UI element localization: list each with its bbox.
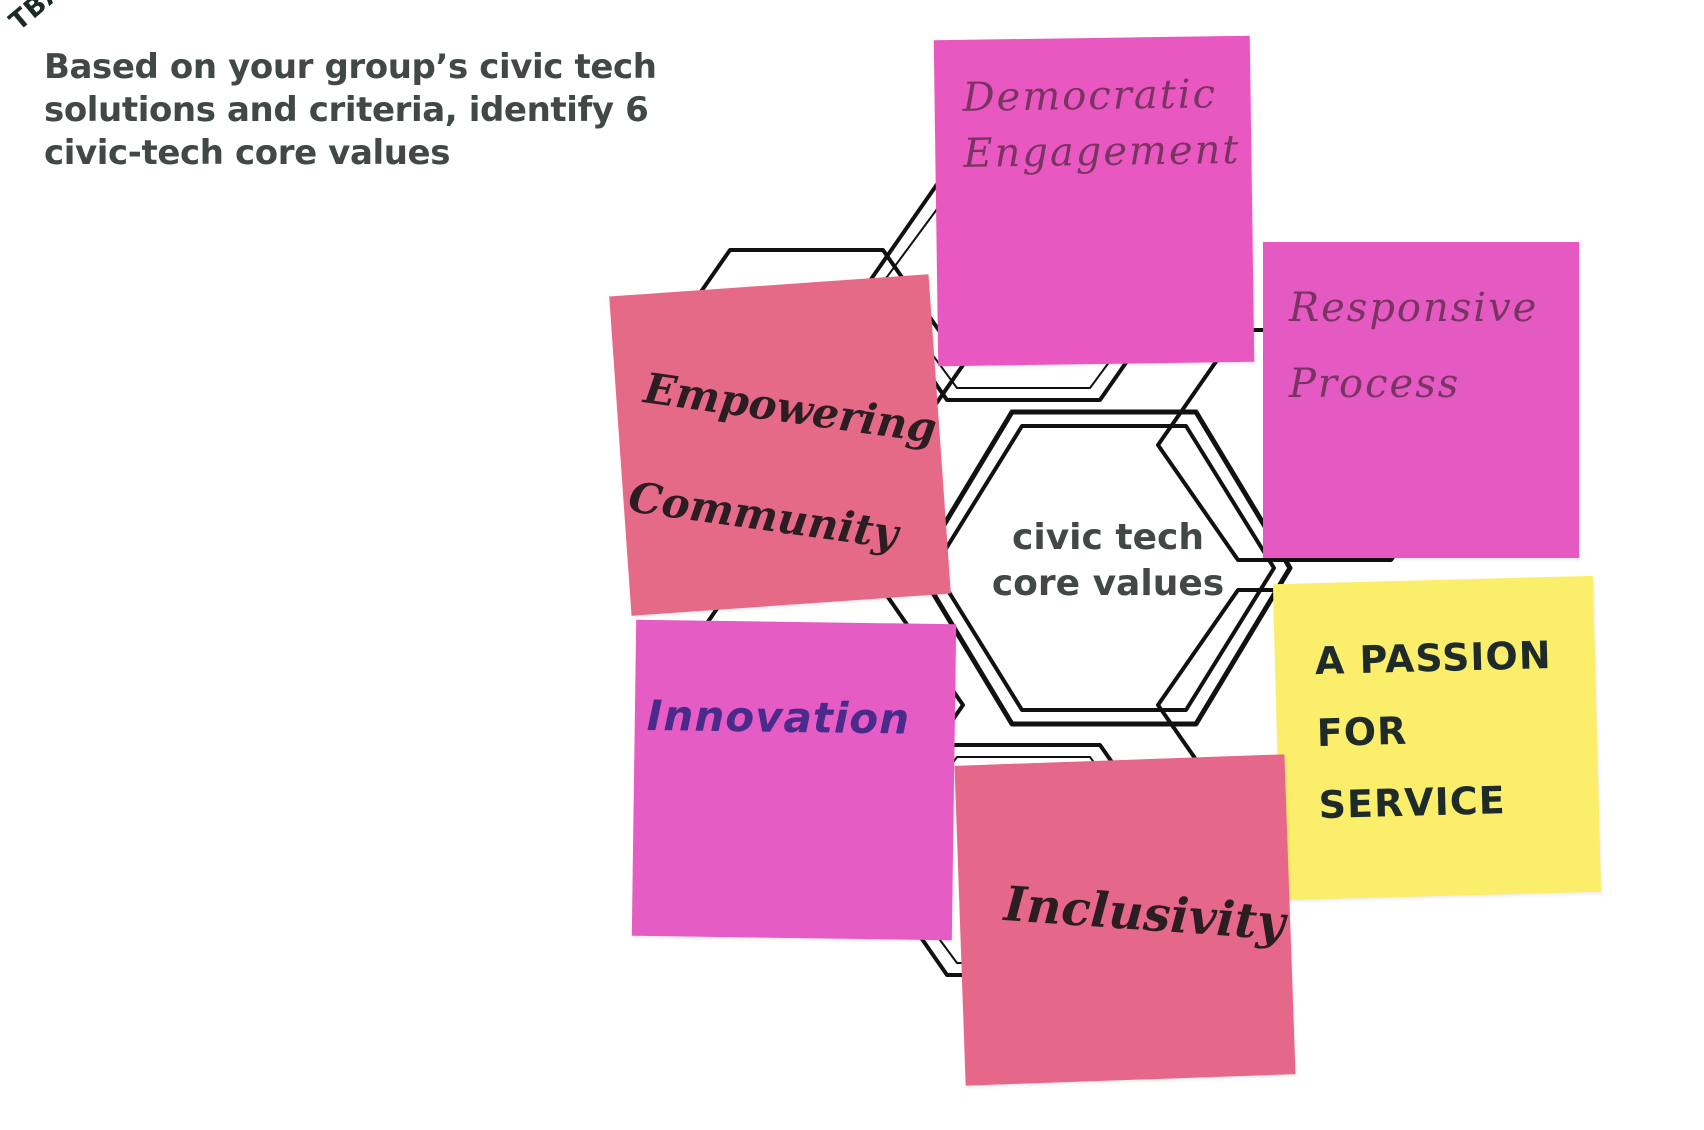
sticky-note-democratic-engagement: Democratic Engagement bbox=[933, 35, 1255, 367]
sticky-note-text: Responsive Process bbox=[1289, 285, 1539, 407]
sticky-note-text: Empowering Community bbox=[625, 363, 940, 559]
sticky-note-text: Innovation bbox=[646, 690, 911, 744]
sticky-note-empowering-community: Empowering Community bbox=[609, 274, 951, 616]
sticky-note-text: Democratic Engagement bbox=[962, 71, 1241, 177]
sticky-note-innovation: Innovation bbox=[631, 619, 957, 941]
sticky-note-passion-for-service: A PASSION FOR SERVICE bbox=[1272, 575, 1602, 901]
sticky-note-inclusivity: Inclusivity bbox=[954, 754, 1296, 1086]
sticky-note-responsive-process: Responsive Process bbox=[1263, 242, 1579, 558]
center-hexagon-label: civic tech core values bbox=[991, 517, 1225, 604]
prompt-heading: Based on your group’s civic tech solutio… bbox=[44, 47, 657, 173]
sticky-note-text: Inclusivity bbox=[1002, 876, 1287, 952]
sticky-note-text: A PASSION FOR SERVICE bbox=[1314, 632, 1553, 828]
